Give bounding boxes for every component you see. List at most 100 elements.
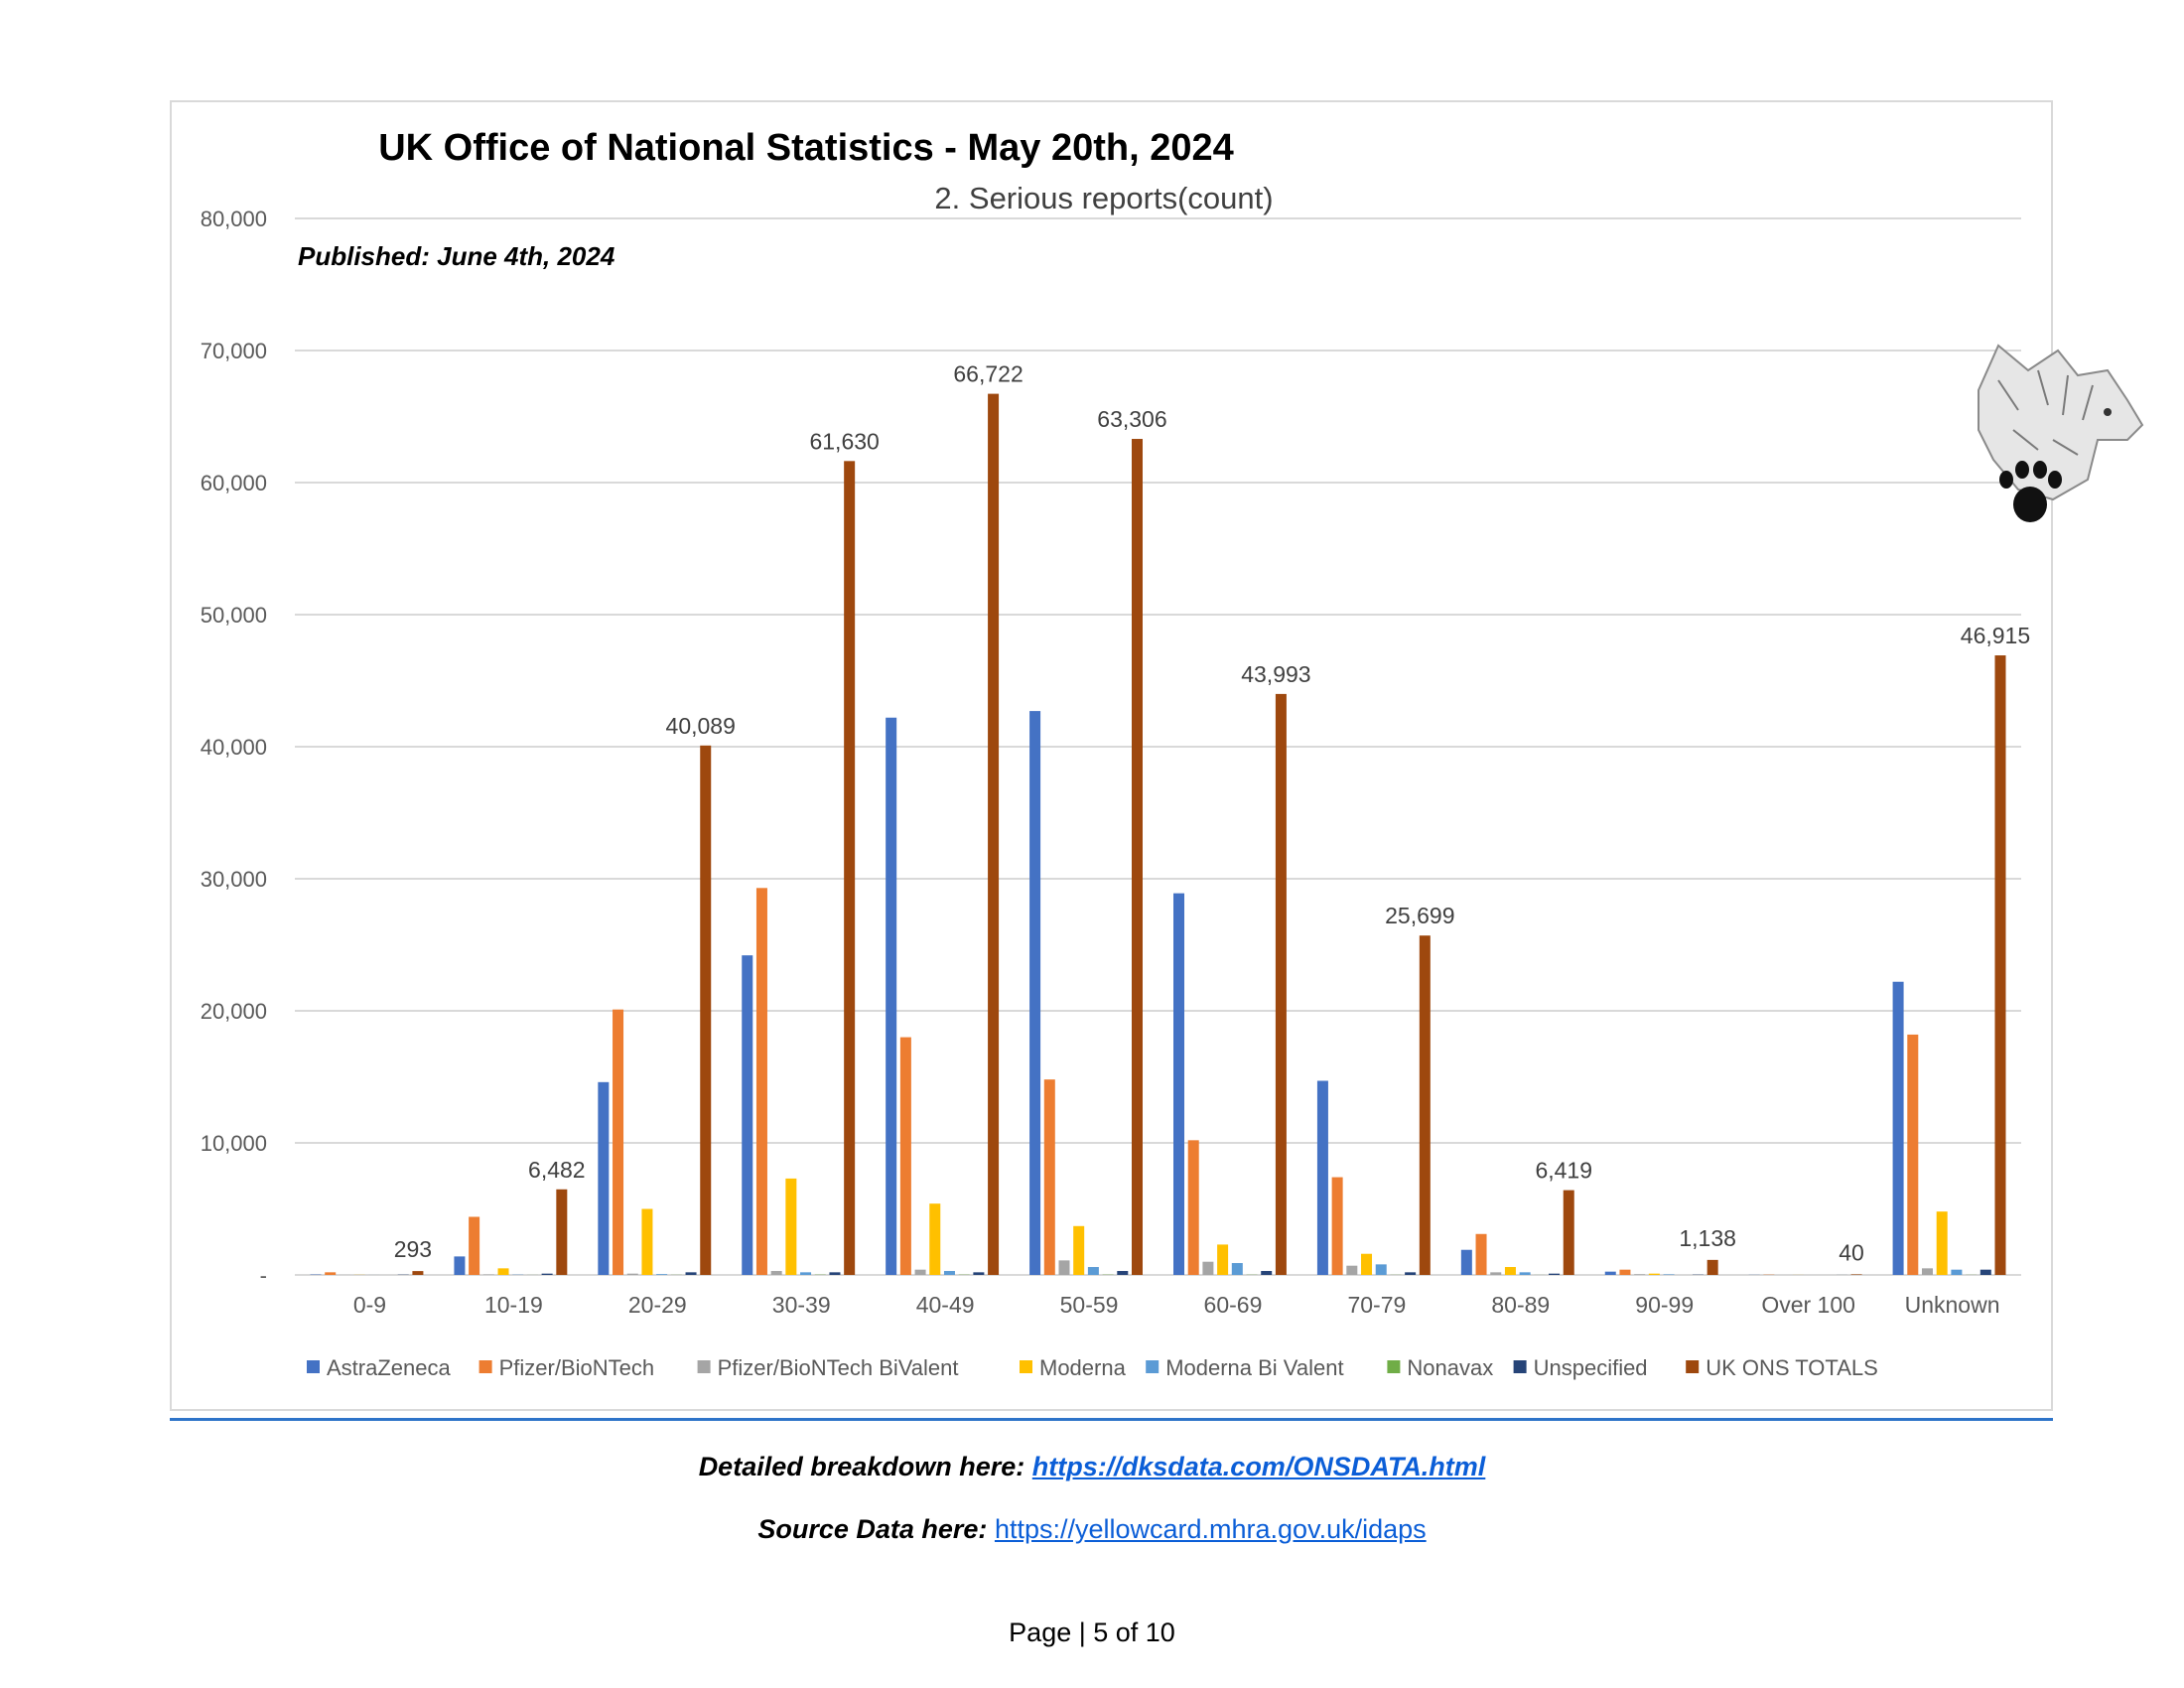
x-tick-label: Over 100 (1761, 1292, 1855, 1318)
source-line: Source Data here: https://yellowcard.mhr… (0, 1514, 2184, 1545)
bar (1619, 1269, 1631, 1275)
bar (700, 745, 712, 1275)
bar (1490, 1272, 1502, 1275)
total-data-label: 1,138 (1679, 1225, 1736, 1251)
legend-swatch (1020, 1360, 1032, 1373)
bar (1117, 1271, 1129, 1275)
bar (1173, 893, 1185, 1275)
bar (943, 1271, 955, 1275)
bar (800, 1272, 812, 1275)
bar (1202, 1261, 1214, 1275)
wolf-logo-icon (1959, 331, 2157, 529)
legend-swatch (697, 1360, 711, 1373)
x-tick-label: 60-69 (1204, 1292, 1263, 1318)
detail-line: Detailed breakdown here: https://dksdata… (0, 1452, 2184, 1482)
bar (1634, 1274, 1646, 1275)
bar (1419, 935, 1431, 1275)
bar (1648, 1273, 1660, 1275)
bar (454, 1256, 466, 1275)
x-axis-ticks: 0-9 10-19 20-29 30-39 40-49 50-59 60-69 70-79 80… (353, 1292, 2000, 1318)
page-number: Page | 5 of 10 (0, 1618, 2184, 1648)
bar (1979, 1269, 1991, 1275)
x-tick-label: 70-79 (1347, 1292, 1406, 1318)
bar (641, 1208, 653, 1275)
bar (899, 1037, 911, 1275)
legend-label: Moderna (1039, 1355, 1127, 1380)
page-number-label: Page | 5 of 10 (1009, 1618, 1175, 1647)
bar (1375, 1264, 1387, 1275)
total-data-label: 25,699 (1385, 903, 1454, 928)
y-tick-label: 40,000 (201, 735, 267, 760)
y-tick-label: 70,000 (201, 339, 267, 363)
bar (1187, 1140, 1199, 1275)
bar (1029, 711, 1041, 1275)
bar (1275, 693, 1287, 1275)
bar (742, 955, 753, 1275)
bar (1043, 1079, 1055, 1275)
bar (1850, 1274, 1862, 1275)
bar (497, 1268, 509, 1275)
x-tick-label: 90-99 (1635, 1292, 1694, 1318)
bar (1217, 1244, 1229, 1275)
legend-swatch (1387, 1360, 1401, 1373)
bar (598, 1081, 610, 1275)
bar (973, 1272, 985, 1275)
bar (1231, 1263, 1243, 1275)
total-data-label: 46,915 (1961, 623, 2030, 648)
bar (1936, 1211, 1948, 1275)
bar (755, 888, 767, 1275)
bar (886, 717, 897, 1275)
bar (626, 1273, 638, 1275)
legend-swatch (1513, 1360, 1527, 1373)
bar (829, 1272, 841, 1275)
data-labels: 293 6,482 40,089 61,630 66,722 63,306 43,993 25… (394, 361, 2030, 1266)
bar (1087, 1267, 1099, 1275)
bar (469, 1216, 480, 1275)
x-tick-label: 10-19 (484, 1292, 543, 1318)
bar-chart: UK Office of National Statistics - May 2… (201, 127, 2030, 1380)
bar (613, 1009, 624, 1275)
chart-frame: UK Office of National Statistics - May 2… (170, 100, 2144, 1411)
legend-label: UK ONS TOTALS (1706, 1355, 1878, 1380)
detail-link[interactable]: https://dksdata.com/ONSDATA.html (1031, 1452, 1486, 1481)
total-data-label: 6,482 (528, 1157, 586, 1183)
legend-label: Pfizer/BioNTech (499, 1355, 655, 1380)
x-tick-label: Unknown (1905, 1292, 2000, 1318)
y-tick-label: 60,000 (201, 471, 267, 495)
bar (1475, 1233, 1487, 1275)
legend-swatch (307, 1360, 320, 1373)
x-tick-label: 30-39 (772, 1292, 831, 1318)
bar (770, 1271, 782, 1275)
detail-prefix: Detailed breakdown here: (698, 1452, 1032, 1481)
total-data-label: 63,306 (1097, 406, 1166, 432)
y-tick-label: - (260, 1263, 267, 1288)
source-link[interactable]: https://yellowcard.mhra.gov.uk/idaps (994, 1514, 1427, 1544)
total-data-label: 293 (394, 1236, 432, 1262)
total-data-label: 61,630 (809, 428, 879, 454)
x-tick-label: 0-9 (353, 1292, 386, 1318)
total-data-label: 6,419 (1535, 1158, 1592, 1184)
bar (1604, 1271, 1616, 1275)
bar (1261, 1271, 1273, 1275)
total-data-label: 43,993 (1241, 661, 1310, 687)
bar (1361, 1253, 1373, 1275)
legend-label: AstraZeneca (327, 1355, 451, 1380)
bar (1519, 1272, 1531, 1275)
published-annotation: Published: June 4th, 2024 (298, 241, 615, 271)
legend-label: Moderna Bi Valent (1165, 1355, 1343, 1380)
total-data-label: 40,089 (666, 713, 736, 739)
x-tick-label: 50-59 (1060, 1292, 1119, 1318)
bar (1460, 1249, 1472, 1275)
divider-line (170, 1418, 2053, 1421)
x-tick-label: 40-49 (916, 1292, 975, 1318)
bar (1921, 1268, 1933, 1275)
bar (1951, 1269, 1963, 1275)
bar (1346, 1265, 1358, 1275)
bar (1316, 1080, 1328, 1275)
legend-label: Unspecified (1534, 1355, 1648, 1380)
bar (1549, 1273, 1561, 1275)
legend: AstraZeneca Pfizer/BioNTech Pfizer/BioNTec… (307, 1355, 1878, 1380)
chart-subtitle: 2. Serious reports(count) (934, 181, 1273, 215)
bar (1131, 439, 1143, 1275)
bars (310, 393, 2006, 1275)
